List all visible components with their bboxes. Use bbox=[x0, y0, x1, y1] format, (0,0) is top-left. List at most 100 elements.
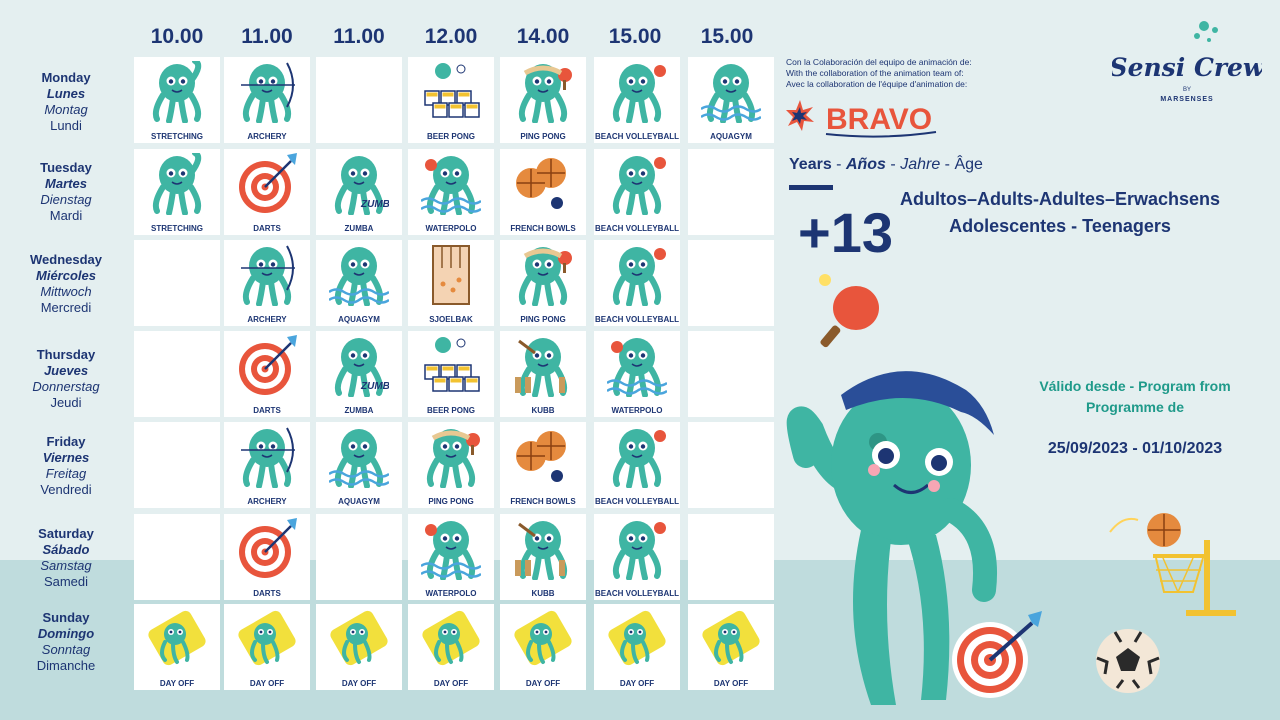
day-label-tuesday: Tuesday Martes Dienstag Mardi bbox=[0, 160, 132, 224]
schedule-cell: ZUMBA ZUMBA bbox=[316, 331, 402, 417]
schedule-cell: PING PONG bbox=[500, 240, 586, 326]
activity-label: DAY OFF bbox=[249, 679, 285, 688]
schedule-cell: DAY OFF bbox=[134, 604, 220, 690]
beer-pong-icon bbox=[424, 337, 480, 392]
octopus-icon bbox=[152, 153, 202, 215]
octopus-icon bbox=[515, 338, 568, 397]
activity-label: BEER PONG bbox=[426, 406, 475, 415]
day-fr: Lundi bbox=[50, 118, 82, 133]
activity-label: ARCHERY bbox=[247, 315, 287, 324]
activity-label: AQUAGYM bbox=[338, 497, 380, 506]
activity-label: STRETCHING bbox=[151, 224, 203, 233]
octopus-icon bbox=[612, 521, 666, 580]
svg-text:ZUMBA: ZUMBA bbox=[360, 199, 389, 210]
day-label-sunday: Sunday Domingo Sonntag Dimanche bbox=[0, 610, 132, 674]
years-de: Jahre bbox=[900, 156, 941, 173]
day-de: Donnerstag bbox=[32, 379, 100, 394]
octopus-icon bbox=[612, 64, 666, 123]
day-es: Domingo bbox=[37, 626, 95, 641]
octopus-icon bbox=[421, 521, 481, 580]
activity-label: FRENCH BOWLS bbox=[510, 497, 576, 506]
schedule-cell bbox=[134, 331, 220, 417]
day-es: Viernes bbox=[42, 450, 90, 465]
time-header: 14.00 bbox=[516, 25, 570, 48]
day-de: Freitag bbox=[45, 466, 87, 481]
sjoelbak-icon bbox=[432, 245, 470, 305]
activity-label: STRETCHING bbox=[151, 132, 203, 141]
day-label-wednesday: Wednesday Miércoles Mittwoch Mercredi bbox=[0, 252, 132, 316]
schedule-cell: ARCHERY bbox=[224, 240, 310, 326]
beer-pong-icon bbox=[424, 63, 480, 118]
day-fr: Jeudi bbox=[50, 395, 82, 410]
schedule-cell: WATERPOLO bbox=[594, 331, 680, 417]
octopus-icon bbox=[518, 64, 572, 123]
activity-label: DAY OFF bbox=[713, 679, 749, 688]
day-label-thursday: Thursday Jueves Donnerstag Jeudi bbox=[0, 347, 132, 411]
activity-label: BEACH VOLLEYBALL bbox=[595, 132, 679, 141]
bravo-logo: BRAVO bbox=[786, 100, 937, 138]
schedule-cell: KUBB bbox=[500, 331, 586, 417]
activity-label: SJOELBAK bbox=[429, 315, 473, 324]
time-header: 15.00 bbox=[608, 25, 662, 48]
octopus-icon bbox=[241, 427, 295, 488]
schedule-cell: AQUAGYM bbox=[316, 240, 402, 326]
day-off-icon bbox=[238, 610, 296, 666]
day-off-icon bbox=[514, 610, 572, 666]
time-header: 12.00 bbox=[424, 25, 478, 48]
ping-pong-paddle-icon bbox=[819, 274, 879, 348]
schedule-cell: AQUAGYM bbox=[688, 57, 774, 143]
collaboration-credits: Con la Colaboración del equipo de animac… bbox=[786, 57, 972, 90]
activity-label: PING PONG bbox=[520, 132, 566, 141]
date-range: 25/09/2023 - 01/10/2023 bbox=[1047, 440, 1223, 457]
activity-label: DAY OFF bbox=[433, 679, 469, 688]
activity-label: PING PONG bbox=[520, 315, 566, 324]
schedule-cell: SJOELBAK bbox=[408, 240, 494, 326]
dartboard-icon bbox=[239, 518, 297, 578]
day-de: Sonntag bbox=[41, 642, 91, 657]
brand-name: Sensi Crew bbox=[1112, 53, 1262, 82]
activity-label: PING PONG bbox=[428, 497, 474, 506]
octopus-icon bbox=[329, 429, 389, 488]
dartboard-icon bbox=[239, 153, 297, 213]
octopus-icon bbox=[607, 338, 667, 397]
activity-label: DAY OFF bbox=[619, 679, 655, 688]
octopus-mascot-icon bbox=[786, 371, 997, 705]
day-label-saturday: Saturday Sábado Samstag Samedi bbox=[0, 526, 132, 590]
activity-label: DARTS bbox=[253, 224, 281, 233]
schedule-cell: AQUAGYM bbox=[316, 422, 402, 508]
day-en: Monday bbox=[41, 70, 91, 85]
day-off-icon bbox=[702, 610, 760, 666]
day-off-icon bbox=[608, 610, 666, 666]
day-en: Thursday bbox=[36, 347, 96, 362]
day-en: Sunday bbox=[42, 610, 90, 625]
schedule-cell: DAY OFF bbox=[408, 604, 494, 690]
schedule-cell: BEER PONG bbox=[408, 331, 494, 417]
audience-text: Adultos–Adults-Adultes–Erwachsens Adoles… bbox=[860, 186, 1260, 240]
audience-line: Adolescentes - Teenagers bbox=[949, 216, 1171, 236]
brand-sub: MARSENSES bbox=[1160, 96, 1213, 103]
activity-label: AQUAGYM bbox=[710, 132, 752, 141]
audience-line: Adultos–Adults-Adultes–Erwachsens bbox=[899, 189, 1221, 209]
activity-label: DAY OFF bbox=[525, 679, 561, 688]
activity-label: BEACH VOLLEYBALL bbox=[595, 589, 679, 598]
dartboard-icon bbox=[952, 611, 1042, 698]
schedule-cell bbox=[134, 422, 220, 508]
years-label: Years - Años - Jahre - Âge bbox=[789, 156, 983, 173]
octopus-icon bbox=[518, 247, 572, 306]
schedule-cell bbox=[316, 57, 402, 143]
day-label-monday: Monday Lunes Montag Lundi bbox=[0, 70, 132, 134]
activity-label: KUBB bbox=[531, 406, 555, 415]
schedule-cell bbox=[316, 514, 402, 600]
schedule-cell bbox=[688, 514, 774, 600]
schedule-cell: BEACH VOLLEYBALL bbox=[594, 240, 680, 326]
schedule-cell: ARCHERY bbox=[224, 57, 310, 143]
octopus-icon bbox=[426, 429, 480, 488]
day-es: Miércoles bbox=[36, 268, 96, 283]
schedule-cell bbox=[688, 422, 774, 508]
octopus-icon bbox=[152, 61, 202, 123]
dartboard-icon bbox=[239, 335, 297, 395]
day-de: Samstag bbox=[40, 558, 92, 573]
sensi-crew-logo: Sensi Crew BY MARSENSES bbox=[1112, 21, 1262, 103]
schedule-cell: BEACH VOLLEYBALL bbox=[594, 149, 680, 235]
credits-es: Con la Colaboración del equipo de animac… bbox=[786, 57, 972, 67]
